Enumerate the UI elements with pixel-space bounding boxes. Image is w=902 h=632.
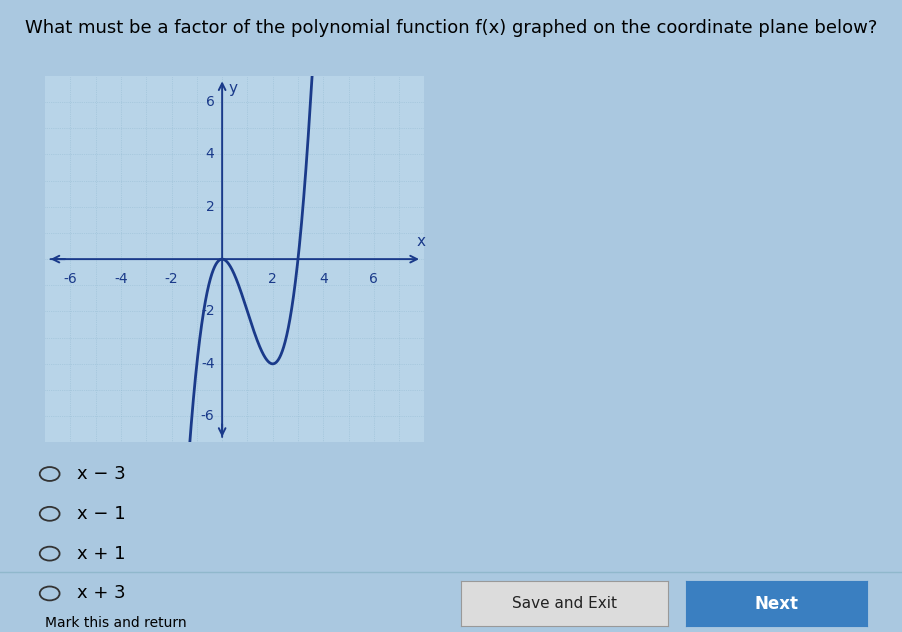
Text: 2: 2 [268, 272, 277, 286]
Text: 4: 4 [318, 272, 327, 286]
Text: x − 1: x − 1 [77, 505, 125, 523]
Text: x − 3: x − 3 [77, 465, 125, 483]
Text: 2: 2 [206, 200, 215, 214]
Text: -4: -4 [114, 272, 128, 286]
Text: x + 1: x + 1 [77, 545, 125, 562]
Text: -6: -6 [63, 272, 78, 286]
Text: 6: 6 [206, 95, 215, 109]
Text: Mark this and return: Mark this and return [45, 616, 187, 629]
Text: What must be a factor of the polynomial function f(x) graphed on the coordinate : What must be a factor of the polynomial … [25, 19, 877, 37]
Text: y: y [228, 81, 237, 96]
Text: -6: -6 [200, 409, 215, 423]
Text: Save and Exit: Save and Exit [511, 596, 616, 611]
Text: -2: -2 [164, 272, 179, 286]
Text: Next: Next [754, 595, 797, 612]
Text: -2: -2 [201, 305, 215, 319]
Text: x: x [416, 234, 425, 248]
Text: 4: 4 [206, 147, 215, 161]
Text: 6: 6 [369, 272, 378, 286]
Text: x + 3: x + 3 [77, 585, 125, 602]
Text: -4: -4 [201, 357, 215, 371]
